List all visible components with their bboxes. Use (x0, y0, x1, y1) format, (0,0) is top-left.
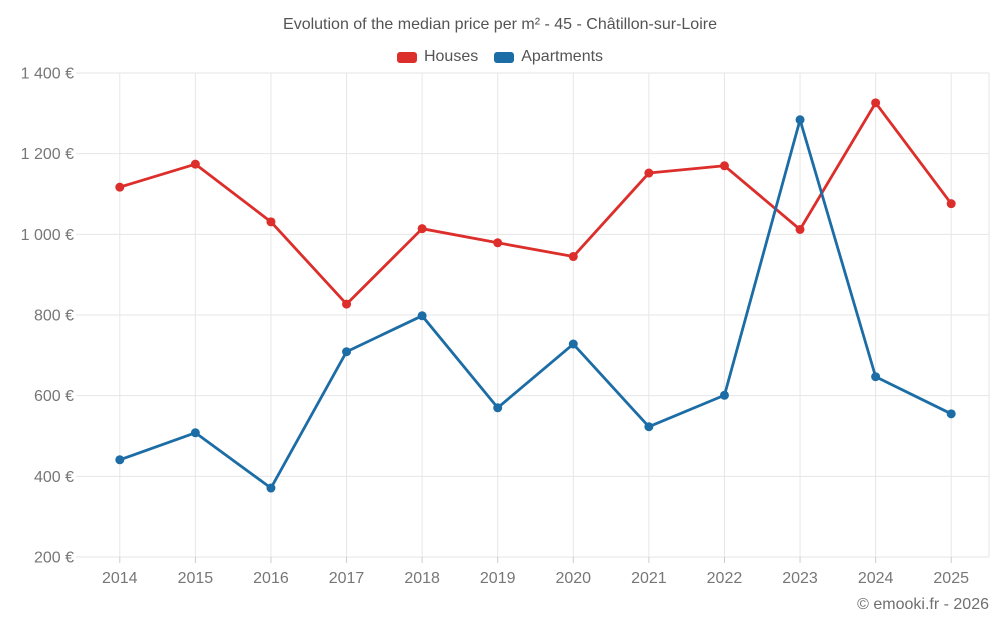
x-axis-tick-label: 2014 (102, 570, 138, 587)
x-axis-tick-label: 2025 (933, 570, 969, 587)
x-axis-tick-label: 2022 (707, 570, 743, 587)
houses-data-point[interactable] (266, 217, 276, 227)
houses-data-point[interactable] (946, 199, 956, 209)
watermark-credit: © emooki.fr - 2026 (857, 596, 989, 613)
x-axis-tick-label: 2023 (782, 570, 818, 587)
houses-data-point[interactable] (719, 161, 729, 171)
houses-data-point[interactable] (644, 168, 654, 178)
houses-data-point[interactable] (871, 98, 881, 108)
apartments-data-point[interactable] (115, 455, 125, 465)
y-axis-tick-label: 200 € (34, 550, 74, 567)
x-axis-tick-label: 2015 (178, 570, 214, 587)
houses-data-point[interactable] (115, 182, 125, 192)
y-axis-tick-label: 600 € (34, 388, 74, 405)
x-axis-tick-label: 2019 (480, 570, 516, 587)
apartments-data-point[interactable] (266, 483, 276, 493)
chart-legend: Houses Apartments (0, 48, 1000, 66)
legend-label-apartments: Apartments (521, 48, 604, 65)
apartments-series-line (118, 118, 953, 490)
apartments-data-point[interactable] (493, 403, 503, 413)
y-axis-tick-label: 1 400 € (21, 66, 74, 83)
x-axis-tick-label: 2024 (858, 570, 894, 587)
apartments-data-point[interactable] (568, 339, 578, 349)
houses-data-point[interactable] (190, 159, 200, 169)
apartments-data-point[interactable] (719, 390, 729, 400)
houses-data-point[interactable] (795, 224, 805, 234)
apartments-legend-swatch-icon (494, 51, 515, 63)
apartments-data-point[interactable] (795, 115, 805, 125)
x-axis-tick-label: 2020 (555, 570, 591, 587)
apartments-data-point[interactable] (417, 311, 427, 321)
y-axis-tick-label: 400 € (34, 469, 74, 486)
x-axis-tick-label: 2017 (329, 570, 365, 587)
apartments-data-point[interactable] (871, 372, 881, 382)
x-axis-tick-label: 2018 (404, 570, 440, 587)
houses-data-point[interactable] (568, 252, 578, 262)
chart-title: Evolution of the median price per m² - 4… (283, 16, 717, 33)
x-axis-tick-label: 2016 (253, 570, 289, 587)
apartments-data-point[interactable] (946, 409, 956, 419)
apartments-data-point[interactable] (190, 428, 200, 438)
houses-data-point[interactable] (342, 299, 352, 309)
apartments-data-point[interactable] (342, 347, 352, 357)
legend-item-houses[interactable]: Houses (396, 48, 479, 66)
x-axis-tick-label: 2021 (631, 570, 667, 587)
apartments-data-point[interactable] (644, 422, 654, 432)
houses-data-point[interactable] (493, 238, 503, 248)
legend-label-houses: Houses (423, 48, 479, 65)
houses-legend-swatch-icon (396, 51, 417, 63)
houses-series-line (118, 101, 953, 306)
houses-data-point[interactable] (417, 224, 427, 234)
y-axis-tick-label: 1 000 € (21, 227, 74, 244)
y-axis-tick-label: 1 200 € (21, 146, 74, 163)
legend-item-apartments[interactable]: Apartments (494, 48, 603, 66)
y-axis-tick-label: 800 € (34, 308, 74, 325)
